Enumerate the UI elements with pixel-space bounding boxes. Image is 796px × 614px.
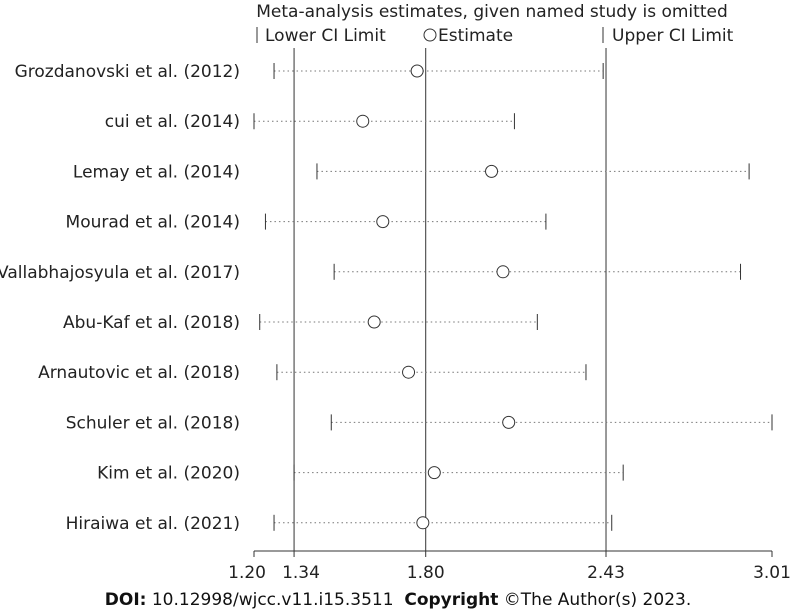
study-label: Kim et al. (2020) — [97, 464, 240, 484]
estimate-point — [496, 265, 510, 279]
study-row: Vallabhajosyula et al. (2017) — [0, 263, 742, 283]
estimate-point — [416, 516, 430, 530]
legend-lower-ci-label: Lower CI Limit — [265, 26, 386, 46]
legend: Lower CI Limit Estimate Upper CI Limit — [256, 26, 734, 46]
estimate-point — [410, 64, 424, 78]
estimate-point — [427, 466, 441, 480]
footer: DOI: 10.12998/wjcc.v11.i15.3511 Copyrigh… — [0, 590, 796, 610]
x-tick-label: 1.20 — [228, 563, 266, 583]
copyright-label: Copyright — [404, 590, 499, 610]
study-row: Lemay et al. (2014) — [73, 162, 750, 182]
study-row: Schuler et al. (2018) — [66, 413, 773, 433]
estimate-point — [356, 114, 370, 128]
study-row: Abu-Kaf et al. (2018) — [63, 313, 538, 333]
study-label: Lemay et al. (2014) — [73, 162, 240, 182]
study-label: cui et al. (2014) — [105, 112, 240, 132]
study-row: Hiraiwa et al. (2021) — [66, 514, 613, 534]
x-axis: 1.20 1.34 1.80 2.43 3.01 — [228, 550, 791, 583]
study-row: Kim et al. (2020) — [97, 464, 624, 484]
reference-lines — [293, 48, 607, 551]
study-row: Grozdanovski et al. (2012) — [15, 62, 604, 82]
study-label: Mourad et al. (2014) — [66, 213, 240, 233]
doi-value: 10.12998/wjcc.v11.i15.3511 — [151, 590, 394, 610]
study-label: Hiraiwa et al. (2021) — [66, 514, 240, 534]
study-label: Grozdanovski et al. (2012) — [15, 62, 240, 82]
study-label: Vallabhajosyula et al. (2017) — [0, 263, 240, 283]
estimate-point — [502, 415, 516, 429]
x-tick-label: 1.80 — [407, 563, 445, 583]
x-tick-label: 3.01 — [753, 563, 791, 583]
doi-label: DOI: — [104, 590, 147, 610]
forest-plot: Meta-analysis estimates, given named stu… — [0, 2, 791, 583]
estimate-point — [485, 164, 499, 178]
copyright-text: ©The Author(s) 2023. — [503, 590, 692, 610]
legend-upper-ci-label: Upper CI Limit — [612, 26, 734, 46]
chart-title: Meta-analysis estimates, given named stu… — [256, 2, 727, 22]
estimate-point — [376, 215, 390, 229]
legend-estimate-label: Estimate — [438, 26, 513, 46]
study-label: Arnautovic et al. (2018) — [38, 363, 240, 383]
estimate-point — [402, 365, 416, 379]
study-rows: Grozdanovski et al. (2012) cui et al. (20… — [0, 62, 773, 534]
legend-estimate-symbol — [423, 28, 437, 42]
estimate-point — [367, 315, 381, 329]
study-label: Schuler et al. (2018) — [66, 413, 240, 433]
x-tick-label: 1.34 — [282, 563, 320, 583]
study-row: Mourad et al. (2014) — [66, 213, 547, 233]
study-row: Arnautovic et al. (2018) — [38, 363, 587, 383]
study-row: cui et al. (2014) — [105, 112, 515, 132]
study-label: Abu-Kaf et al. (2018) — [63, 313, 240, 333]
x-tick-label: 2.43 — [587, 563, 625, 583]
